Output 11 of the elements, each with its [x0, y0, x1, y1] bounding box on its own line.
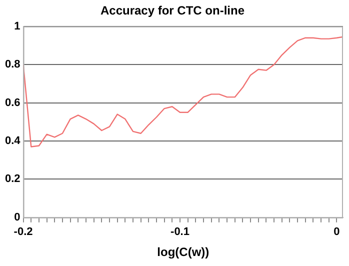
y-tick-label: 0 — [14, 211, 20, 224]
chart-title: Accuracy for CTC on-line — [100, 4, 245, 18]
y-tick-label: 1 — [14, 20, 20, 32]
x-axis-title: log(C(w)) — [157, 245, 210, 260]
y-tick-label: 0.6 — [4, 96, 20, 109]
x-tick-label: -0.1 — [170, 226, 190, 238]
x-tick-label: 0 — [334, 226, 340, 238]
x-tick-label: -0.2 — [14, 226, 33, 238]
y-tick-label: 0.4 — [4, 135, 22, 148]
y-tick-label: 0.8 — [4, 58, 20, 71]
y-tick-label: 0.2 — [4, 173, 20, 186]
